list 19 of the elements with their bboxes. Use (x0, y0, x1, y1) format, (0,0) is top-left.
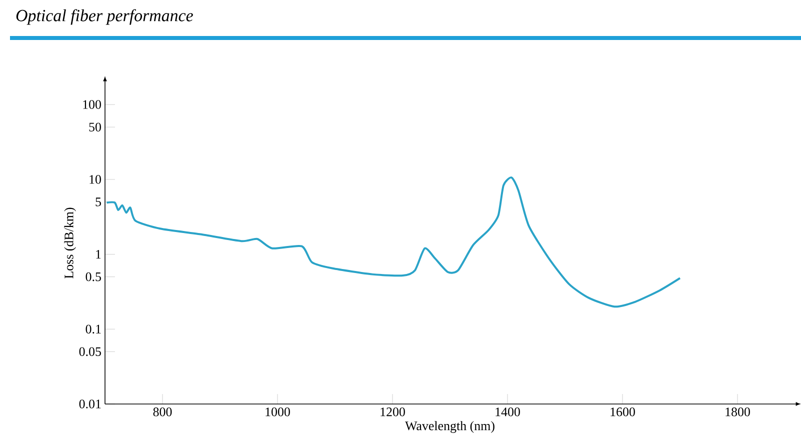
x-tick-label: 1200 (380, 408, 405, 416)
x-tick-label: 1000 (266, 408, 290, 416)
x-tick-label: 1400 (496, 408, 520, 416)
line-series (106, 176, 682, 308)
y-tick-label: 0.5 (86, 272, 101, 282)
x-tick-label: 1800 (726, 408, 750, 416)
y-tick-label: 50 (89, 122, 101, 132)
y-tick-label: 100 (83, 100, 101, 109)
y-tick-label: 0.05 (79, 347, 101, 356)
y-tick-label: 1 (96, 250, 101, 259)
y-tick-label: 5 (96, 198, 101, 206)
x-tick-label: 800 (153, 408, 172, 416)
chart-title: Optical fiber performance (16, 9, 193, 25)
x-tick-label: 1600 (610, 408, 635, 416)
y-tick-label: 0.01 (79, 400, 101, 408)
y-tick-label: 0.1 (86, 324, 101, 334)
y-axis-title: Loss (dB/km) (64, 208, 76, 278)
y-tick-label: 10 (90, 175, 101, 184)
x-axis-title: Wavelength (nm) (405, 421, 494, 433)
